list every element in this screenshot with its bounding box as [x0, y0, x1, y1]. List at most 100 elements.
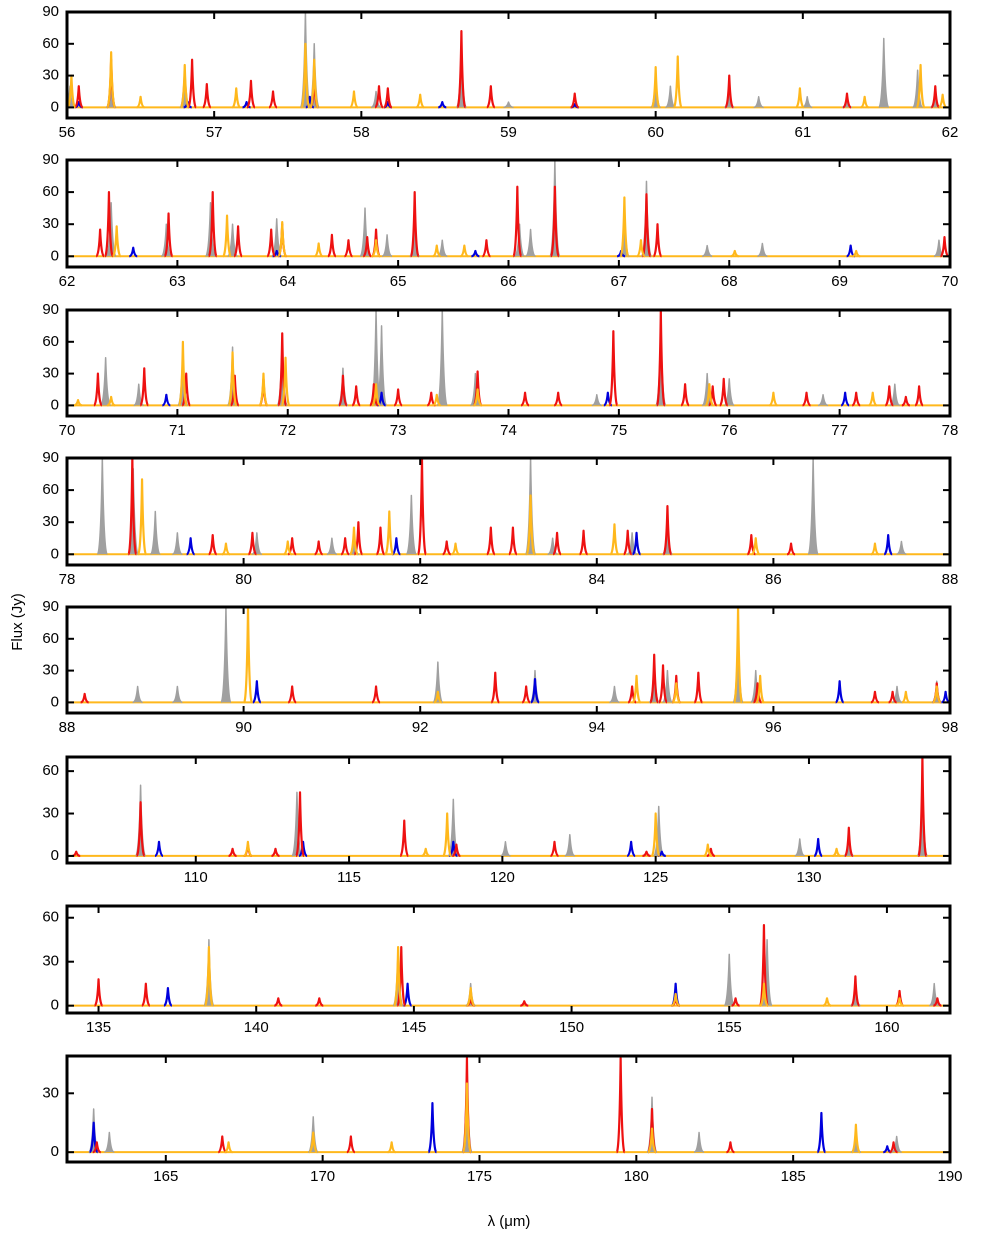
model-line: [384, 510, 395, 556]
model-line: [231, 87, 241, 109]
axes-frame: [65, 1054, 952, 1164]
model-line: [570, 92, 580, 109]
observed-line: [794, 838, 805, 857]
x-tick-label: 56: [59, 124, 76, 141]
model-line: [242, 101, 251, 109]
model-line: [207, 191, 218, 258]
model-line: [277, 332, 288, 407]
model-line: [371, 383, 381, 407]
model-line: [252, 680, 262, 704]
observed-line: [405, 494, 418, 556]
model-line: [95, 228, 105, 258]
observed-line: [375, 325, 388, 407]
x-tick-label: 120: [490, 869, 515, 886]
y-tick-label: 0: [51, 98, 59, 115]
y-tick-label: 90: [42, 301, 59, 318]
model-line: [657, 664, 669, 704]
model-line: [136, 478, 148, 556]
observed-line: [802, 96, 813, 109]
observed-line: [132, 685, 143, 704]
y-tick-label: 60: [42, 333, 59, 350]
model-line: [112, 225, 122, 258]
observed-line: [220, 607, 232, 704]
model-line: [840, 391, 850, 407]
model-line: [391, 537, 401, 556]
model-line: [486, 526, 496, 556]
model-line: [349, 526, 359, 556]
y-tick-label: 30: [42, 662, 59, 679]
model-line: [432, 393, 442, 407]
model-line: [351, 385, 361, 407]
y-tick-label: 0: [51, 847, 59, 864]
x-tick-label: 70: [59, 422, 76, 439]
panel-plot: [67, 160, 950, 258]
model-line: [243, 840, 253, 858]
observed-line: [436, 310, 449, 407]
observed-line: [609, 685, 620, 704]
model-line: [753, 682, 762, 704]
observed-line: [878, 37, 890, 109]
model-line: [525, 494, 536, 556]
model-line: [579, 529, 589, 556]
y-tick-label: 60: [42, 762, 59, 779]
model-line: [732, 607, 744, 704]
model-line: [280, 356, 291, 407]
model-line: [416, 458, 428, 556]
observed-line: [912, 69, 924, 109]
x-tick-label: 170: [310, 1168, 335, 1185]
model-line: [179, 63, 190, 109]
model-line: [550, 840, 559, 858]
x-tick-label: 135: [86, 1019, 111, 1036]
y-tick-label: 0: [51, 396, 59, 413]
model-line: [860, 95, 869, 109]
x-tick-label: 73: [390, 422, 407, 439]
model-line: [277, 220, 288, 258]
observed-line: [251, 532, 263, 556]
x-tick-label: 58: [353, 124, 370, 141]
x-tick-label: 180: [624, 1168, 649, 1185]
model-line: [461, 1082, 473, 1154]
model-line: [349, 90, 359, 109]
model-line: [383, 87, 393, 109]
model-line: [704, 383, 714, 407]
x-tick-label: 69: [831, 273, 848, 290]
panel-plot: [67, 607, 950, 704]
x-tick-label: 165: [153, 1168, 178, 1185]
model-line: [473, 388, 482, 407]
model-line: [135, 801, 146, 858]
model-line: [314, 242, 323, 258]
y-tick-label: 0: [51, 693, 59, 710]
observed-line: [547, 537, 558, 556]
model-line: [482, 239, 491, 258]
x-tick-label: 92: [412, 719, 429, 736]
model-line: [512, 185, 523, 258]
y-tick-label: 0: [51, 997, 59, 1014]
x-tick-label: 88: [942, 571, 959, 588]
model-line: [139, 367, 150, 407]
observed-line: [96, 458, 109, 556]
y-tick-label: 60: [42, 909, 59, 926]
observed-line: [761, 938, 773, 1007]
model-line: [521, 685, 531, 704]
model-line: [221, 214, 233, 258]
model-line: [327, 233, 337, 258]
model-line: [371, 239, 381, 258]
model-line: [186, 537, 196, 556]
x-tick-label: 66: [500, 273, 517, 290]
model-line: [315, 997, 324, 1007]
observed-line: [817, 394, 829, 407]
panel-plot: [67, 12, 950, 109]
model-line: [652, 223, 663, 258]
x-tick-label: 160: [874, 1019, 899, 1036]
model-line: [680, 383, 690, 407]
model-line: [520, 1000, 529, 1007]
model-line: [615, 1056, 626, 1154]
model-line: [769, 391, 778, 407]
x-tick-label: 96: [765, 719, 782, 736]
model-line: [268, 90, 278, 109]
observed-line: [702, 244, 713, 258]
model-line: [813, 837, 823, 858]
model-line: [415, 93, 425, 109]
x-tick-label: 60: [647, 124, 664, 141]
x-tick-label: 59: [500, 124, 517, 141]
